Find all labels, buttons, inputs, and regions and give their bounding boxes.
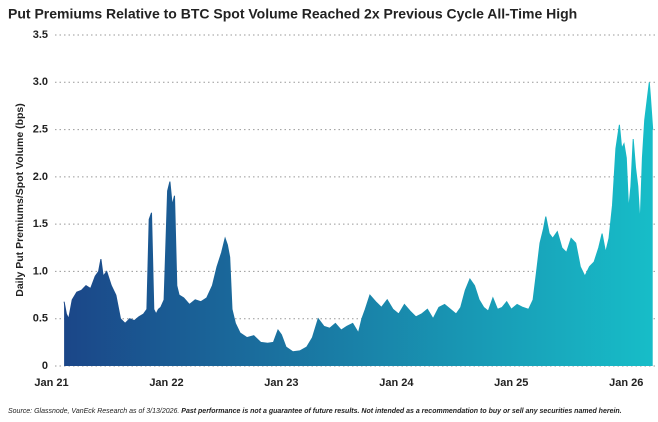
y-axis-title: Daily Put Premiums/Spot Volume (bps) — [14, 103, 26, 297]
y-tick-label: 3.0 — [33, 76, 48, 88]
x-tick-label: Jan 21 — [34, 377, 68, 389]
source: Source: Glassnode, VanEck Research as of… — [8, 408, 179, 415]
x-tick-label: Jan 26 — [609, 377, 643, 389]
y-tick-label: 1.5 — [33, 218, 48, 230]
footnote: Source: Glassnode, VanEck Research as of… — [8, 408, 622, 415]
y-tick-label: 2.0 — [33, 171, 48, 183]
x-tick-label: Jan 22 — [149, 377, 183, 389]
x-tick-label: Jan 24 — [379, 377, 414, 389]
area-fill — [64, 82, 653, 367]
chart-title: Put Premiums Relative to BTC Spot Volume… — [8, 6, 577, 22]
x-tick-label: Jan 25 — [494, 377, 528, 389]
y-tick-label: 3.5 — [33, 29, 48, 41]
y-tick-label: 0 — [42, 360, 48, 372]
disclaimer: Past performance is not a guarantee of f… — [181, 408, 621, 415]
area-line — [63, 82, 654, 353]
y-tick-label: 1.0 — [33, 265, 48, 277]
y-tick-label: 2.5 — [33, 123, 48, 135]
x-tick-label: Jan 23 — [264, 377, 298, 389]
y-tick-label: 0.5 — [33, 313, 48, 325]
